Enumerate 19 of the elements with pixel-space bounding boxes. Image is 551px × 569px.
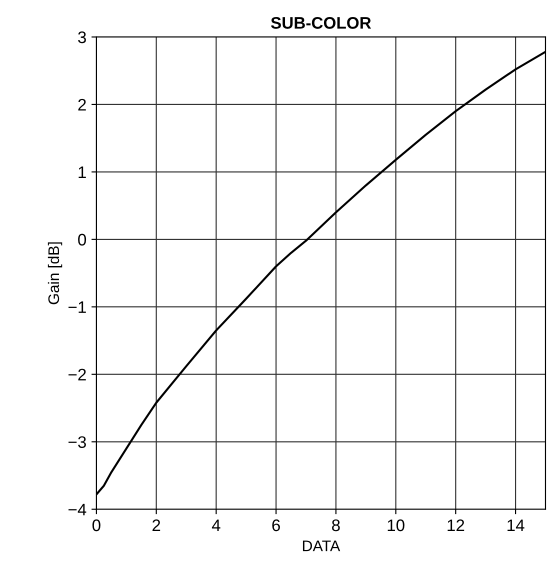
y-tick-label: 2 [78, 98, 86, 110]
x-tick-label: 2 [152, 519, 160, 532]
x-tick-label: 12 [448, 519, 464, 532]
x-tick-label: 10 [388, 519, 404, 532]
y-tick-label: 3 [78, 31, 86, 44]
x-tick-label: 0 [92, 519, 100, 532]
x-tick-label: 4 [212, 520, 220, 532]
y-tick-label: −3 [68, 436, 86, 448]
y-tick-label: 0 [78, 234, 86, 246]
y-tick-label: −4 [68, 504, 86, 516]
y-tick-label: 1 [78, 166, 86, 178]
x-axis-title: DATA [302, 540, 340, 552]
y-axis-title: Gain [dB] [48, 242, 62, 304]
x-tick-label: 8 [332, 519, 340, 532]
chart-title: SUB-COLOR [270, 17, 372, 29]
x-tick-label: 14 [508, 520, 524, 532]
x-tick-label: 6 [272, 519, 280, 532]
y-tick-label: −1 [68, 301, 86, 313]
y-tick-label: −2 [68, 368, 86, 380]
